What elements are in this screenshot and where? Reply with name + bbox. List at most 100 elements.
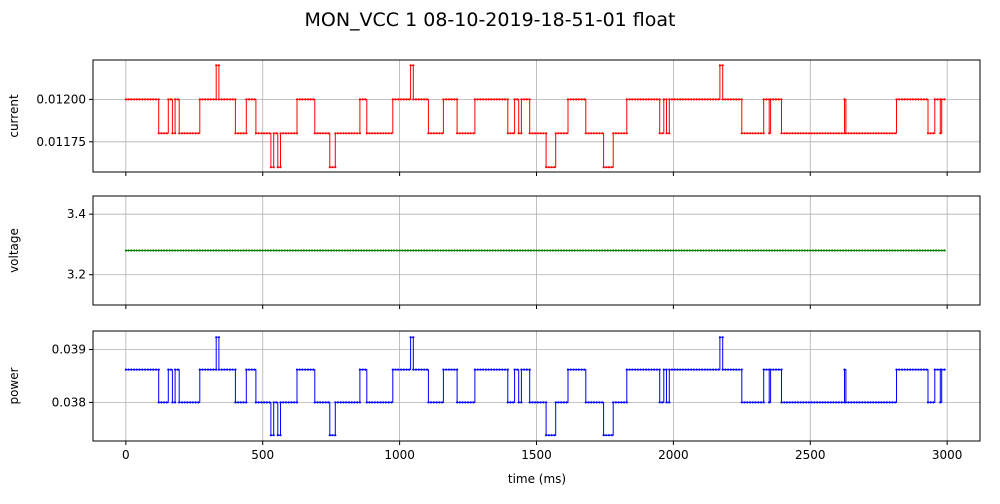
- y-tick-label: 0.038: [52, 395, 86, 409]
- data-point: [877, 401, 880, 404]
- data-point: [301, 98, 304, 101]
- data-point: [612, 132, 615, 135]
- series-line-current: [125, 64, 946, 168]
- data-point: [721, 64, 724, 67]
- data-point: [420, 98, 423, 101]
- data-point: [885, 249, 889, 252]
- data-point: [628, 368, 631, 371]
- data-point: [684, 368, 687, 371]
- data-point: [430, 401, 433, 404]
- data-point: [754, 401, 757, 404]
- data-point: [376, 132, 379, 135]
- data-point: [382, 401, 385, 404]
- data-point: [321, 401, 325, 404]
- data-point: [835, 401, 838, 404]
- data-point: [610, 434, 613, 437]
- data-point: [695, 368, 698, 371]
- data-point: [215, 368, 218, 371]
- data-point: [572, 368, 575, 371]
- data-point: [701, 98, 704, 101]
- data-point: [788, 401, 791, 404]
- data-point: [256, 249, 259, 252]
- data-point: [450, 249, 453, 252]
- data-point: [258, 249, 262, 252]
- data-point: [520, 132, 523, 135]
- data-point: [911, 368, 915, 371]
- data-point: [827, 401, 830, 404]
- data-point: [584, 249, 587, 252]
- data-point: [293, 401, 296, 404]
- data-point: [127, 98, 130, 101]
- data-point: [888, 132, 891, 135]
- data-point: [540, 249, 544, 252]
- data-point: [237, 132, 240, 135]
- data-point: [639, 368, 642, 371]
- data-point: [157, 98, 160, 101]
- data-point: [295, 401, 299, 404]
- data-point: [566, 368, 570, 371]
- data-point: [368, 401, 371, 404]
- series-markers-current: [124, 64, 946, 169]
- data-point: [401, 249, 404, 252]
- data-point: [124, 249, 127, 252]
- data-point: [575, 98, 578, 101]
- data-point: [681, 98, 685, 101]
- data-point: [310, 249, 314, 252]
- data-point: [571, 249, 574, 252]
- data-point: [215, 98, 218, 101]
- data-point: [247, 249, 251, 252]
- data-point: [510, 249, 513, 252]
- data-point: [223, 249, 226, 252]
- data-point: [816, 401, 819, 404]
- data-point: [546, 249, 549, 252]
- data-point: [670, 368, 674, 371]
- data-point: [910, 249, 913, 252]
- data-point: [280, 249, 283, 252]
- data-point: [579, 249, 582, 252]
- data-point: [445, 249, 448, 252]
- data-point: [894, 249, 897, 252]
- data-point: [312, 98, 315, 101]
- data-point: [279, 401, 282, 404]
- data-point: [194, 401, 197, 404]
- data-point: [476, 98, 479, 101]
- data-point: [655, 249, 659, 252]
- data-point: [614, 401, 618, 404]
- data-point: [895, 368, 898, 371]
- data-point: [223, 368, 226, 371]
- data-point: [127, 249, 130, 252]
- data-point: [338, 249, 341, 252]
- data-point: [138, 98, 141, 101]
- data-point: [691, 249, 694, 252]
- data-point: [732, 98, 735, 101]
- data-point: [242, 401, 245, 404]
- data-point: [531, 132, 534, 135]
- data-point: [487, 98, 490, 101]
- data-point: [623, 132, 626, 135]
- data-point: [791, 132, 794, 135]
- data-point: [943, 249, 946, 252]
- data-point: [740, 249, 743, 252]
- data-point: [768, 249, 771, 252]
- data-point: [291, 249, 294, 252]
- data-point: [717, 368, 720, 371]
- data-point: [295, 98, 299, 101]
- data-point: [676, 368, 679, 371]
- data-point: [373, 401, 377, 404]
- data-point: [557, 249, 560, 252]
- data-point: [869, 401, 872, 404]
- data-point: [406, 249, 409, 252]
- y-tick-label: 3.4: [67, 207, 86, 221]
- data-point: [275, 132, 278, 135]
- data-point: [508, 249, 511, 252]
- data-point: [822, 249, 826, 252]
- data-point: [464, 132, 467, 135]
- data-point: [382, 132, 385, 135]
- data-point: [943, 98, 946, 101]
- data-point: [180, 132, 184, 135]
- data-point: [748, 132, 752, 135]
- data-point: [688, 249, 691, 252]
- data-point: [661, 249, 664, 252]
- data-point: [483, 249, 486, 252]
- data-point: [149, 249, 152, 252]
